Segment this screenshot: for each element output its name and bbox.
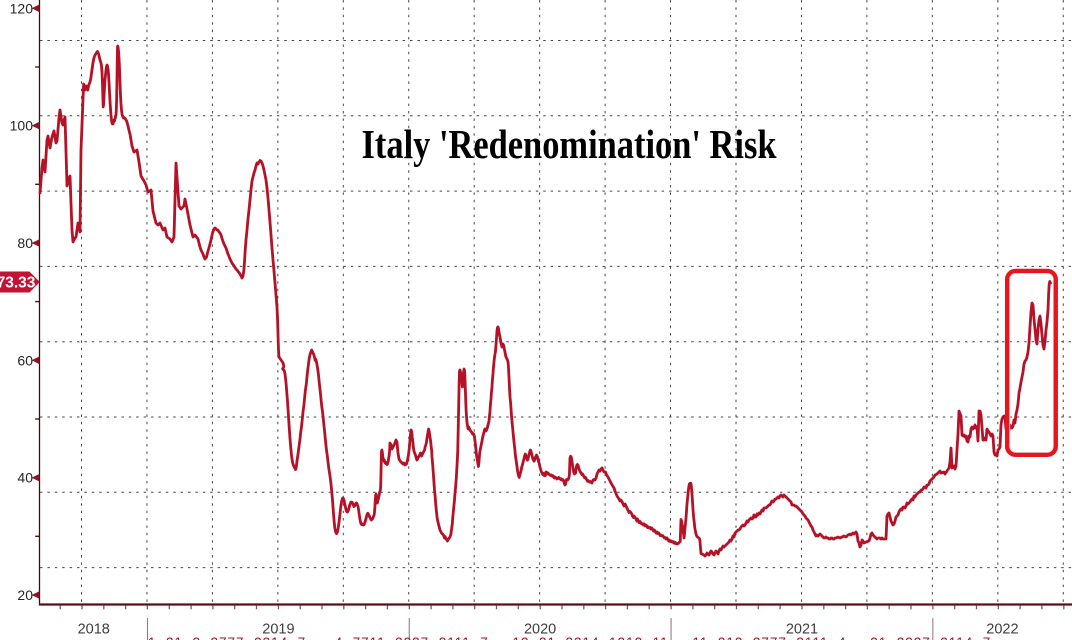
svg-text:2019: 2019 — [262, 622, 294, 638]
svg-text:73.33: 73.33 — [0, 274, 36, 291]
svg-text:80: 80 — [17, 235, 33, 251]
svg-text:100: 100 — [10, 118, 34, 134]
svg-text:20: 20 — [17, 587, 33, 603]
svg-text:2018: 2018 — [78, 622, 110, 638]
svg-text:Italy 'Redenomination' Risk: Italy 'Redenomination' Risk — [362, 121, 777, 167]
svg-text:1. 21. 2. 2777. 2314. 7: 1. 21. 2. 2777. 2314. 7 4. 7711. 2227. 2… — [148, 635, 991, 640]
svg-text:2022: 2022 — [986, 622, 1018, 638]
svg-text:40: 40 — [17, 470, 33, 486]
svg-text:2021: 2021 — [786, 622, 818, 638]
svg-text:2020: 2020 — [524, 622, 556, 638]
svg-text:120: 120 — [10, 0, 34, 16]
svg-text:60: 60 — [17, 352, 33, 368]
